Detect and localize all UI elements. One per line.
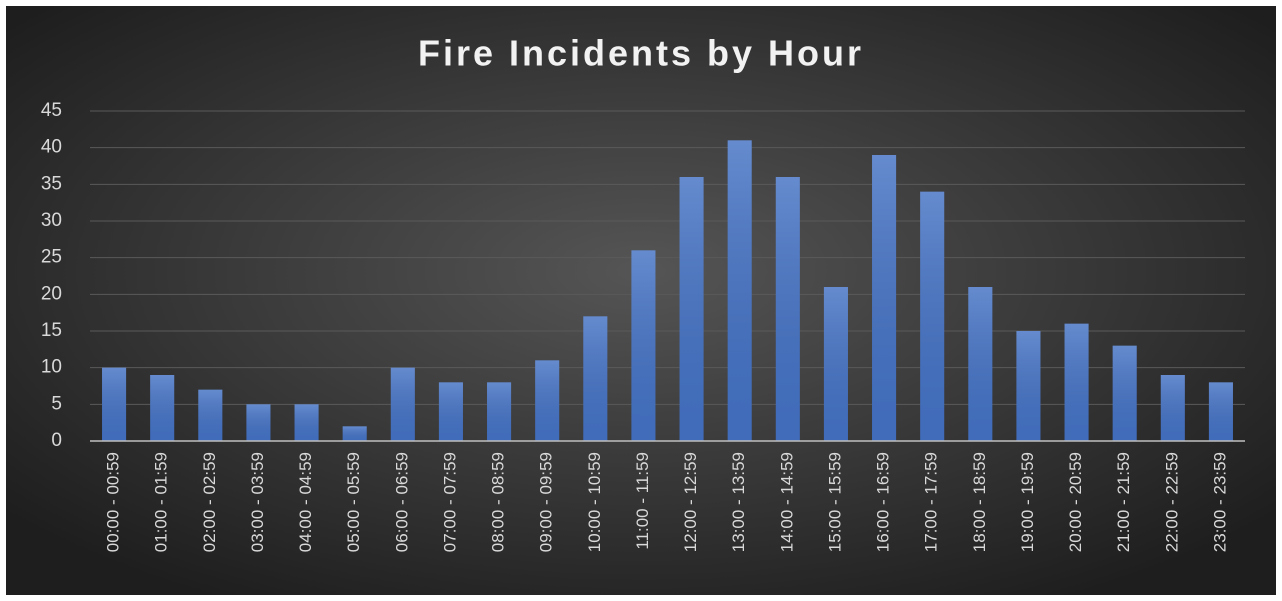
y-tick-label: 40 <box>41 137 62 158</box>
y-tick-label: 15 <box>41 320 62 341</box>
x-tick-label: 21:00 - 21:59 <box>1114 452 1133 552</box>
bar-shade <box>102 367 127 441</box>
x-tick-label: 14:00 - 14:59 <box>777 452 796 552</box>
y-tick-label: 20 <box>41 283 62 304</box>
bar-shade <box>872 155 897 441</box>
bar-shade <box>535 360 560 441</box>
x-tick-label: 12:00 - 12:59 <box>681 452 700 552</box>
bar-shade <box>679 177 704 441</box>
bar-shade <box>1016 331 1041 441</box>
y-tick-label: 30 <box>41 210 62 231</box>
x-tick-label: 00:00 - 00:59 <box>104 452 123 552</box>
bar-shade <box>390 367 415 441</box>
bar-shade <box>631 250 656 441</box>
x-tick-label: 03:00 - 03:59 <box>248 452 267 552</box>
bar-shade <box>246 404 271 441</box>
x-tick-label: 23:00 - 23:59 <box>1210 452 1229 552</box>
y-tick-label: 45 <box>41 100 62 121</box>
bar-shade <box>920 191 945 441</box>
bar-shade <box>1064 323 1089 441</box>
x-tick-label: 17:00 - 17:59 <box>922 452 941 552</box>
x-tick-label: 10:00 - 10:59 <box>585 452 604 552</box>
bar-shade <box>1208 382 1233 441</box>
bar-shade <box>583 316 608 441</box>
y-tick-label: 35 <box>41 173 62 194</box>
y-tick-label: 5 <box>51 393 62 414</box>
bar-shade <box>968 287 993 441</box>
bar-shade <box>487 382 512 441</box>
x-tick-label: 09:00 - 09:59 <box>537 452 556 552</box>
x-tick-label: 02:00 - 02:59 <box>200 452 219 552</box>
bar-shade <box>775 177 800 441</box>
x-tick-label: 16:00 - 16:59 <box>874 452 893 552</box>
chart-title: Fire Incidents by Hour <box>418 33 864 74</box>
bar-shade <box>150 375 175 441</box>
bar-shade <box>198 389 223 441</box>
x-tick-label: 11:00 - 11:59 <box>633 452 652 550</box>
y-tick-label: 25 <box>41 247 62 268</box>
bar-shade <box>727 140 752 442</box>
x-tick-label: 06:00 - 06:59 <box>392 452 411 552</box>
bar-shade <box>823 287 848 441</box>
bar-shade <box>1160 375 1185 441</box>
x-tick-label: 04:00 - 04:59 <box>296 452 315 552</box>
x-tick-label: 18:00 - 18:59 <box>970 452 989 552</box>
x-tick-label: 01:00 - 01:59 <box>152 452 171 552</box>
bar-shade <box>342 426 367 441</box>
x-tick-label: 20:00 - 20:59 <box>1066 452 1085 552</box>
x-tick-label: 13:00 - 13:59 <box>729 452 748 552</box>
x-tick-label: 08:00 - 08:59 <box>489 452 508 552</box>
x-tick-label: 05:00 - 05:59 <box>344 452 363 552</box>
y-tick-label: 10 <box>41 357 62 378</box>
bar-shade <box>438 382 463 441</box>
x-tick-label: 22:00 - 22:59 <box>1162 452 1181 552</box>
y-tick-label: 0 <box>51 430 62 451</box>
x-tick-label: 19:00 - 19:59 <box>1018 452 1037 552</box>
x-tick-label: 07:00 - 07:59 <box>440 452 459 552</box>
x-tick-label: 15:00 - 15:59 <box>825 452 844 552</box>
bar-shade <box>1112 345 1137 441</box>
bar-shade <box>294 404 319 441</box>
